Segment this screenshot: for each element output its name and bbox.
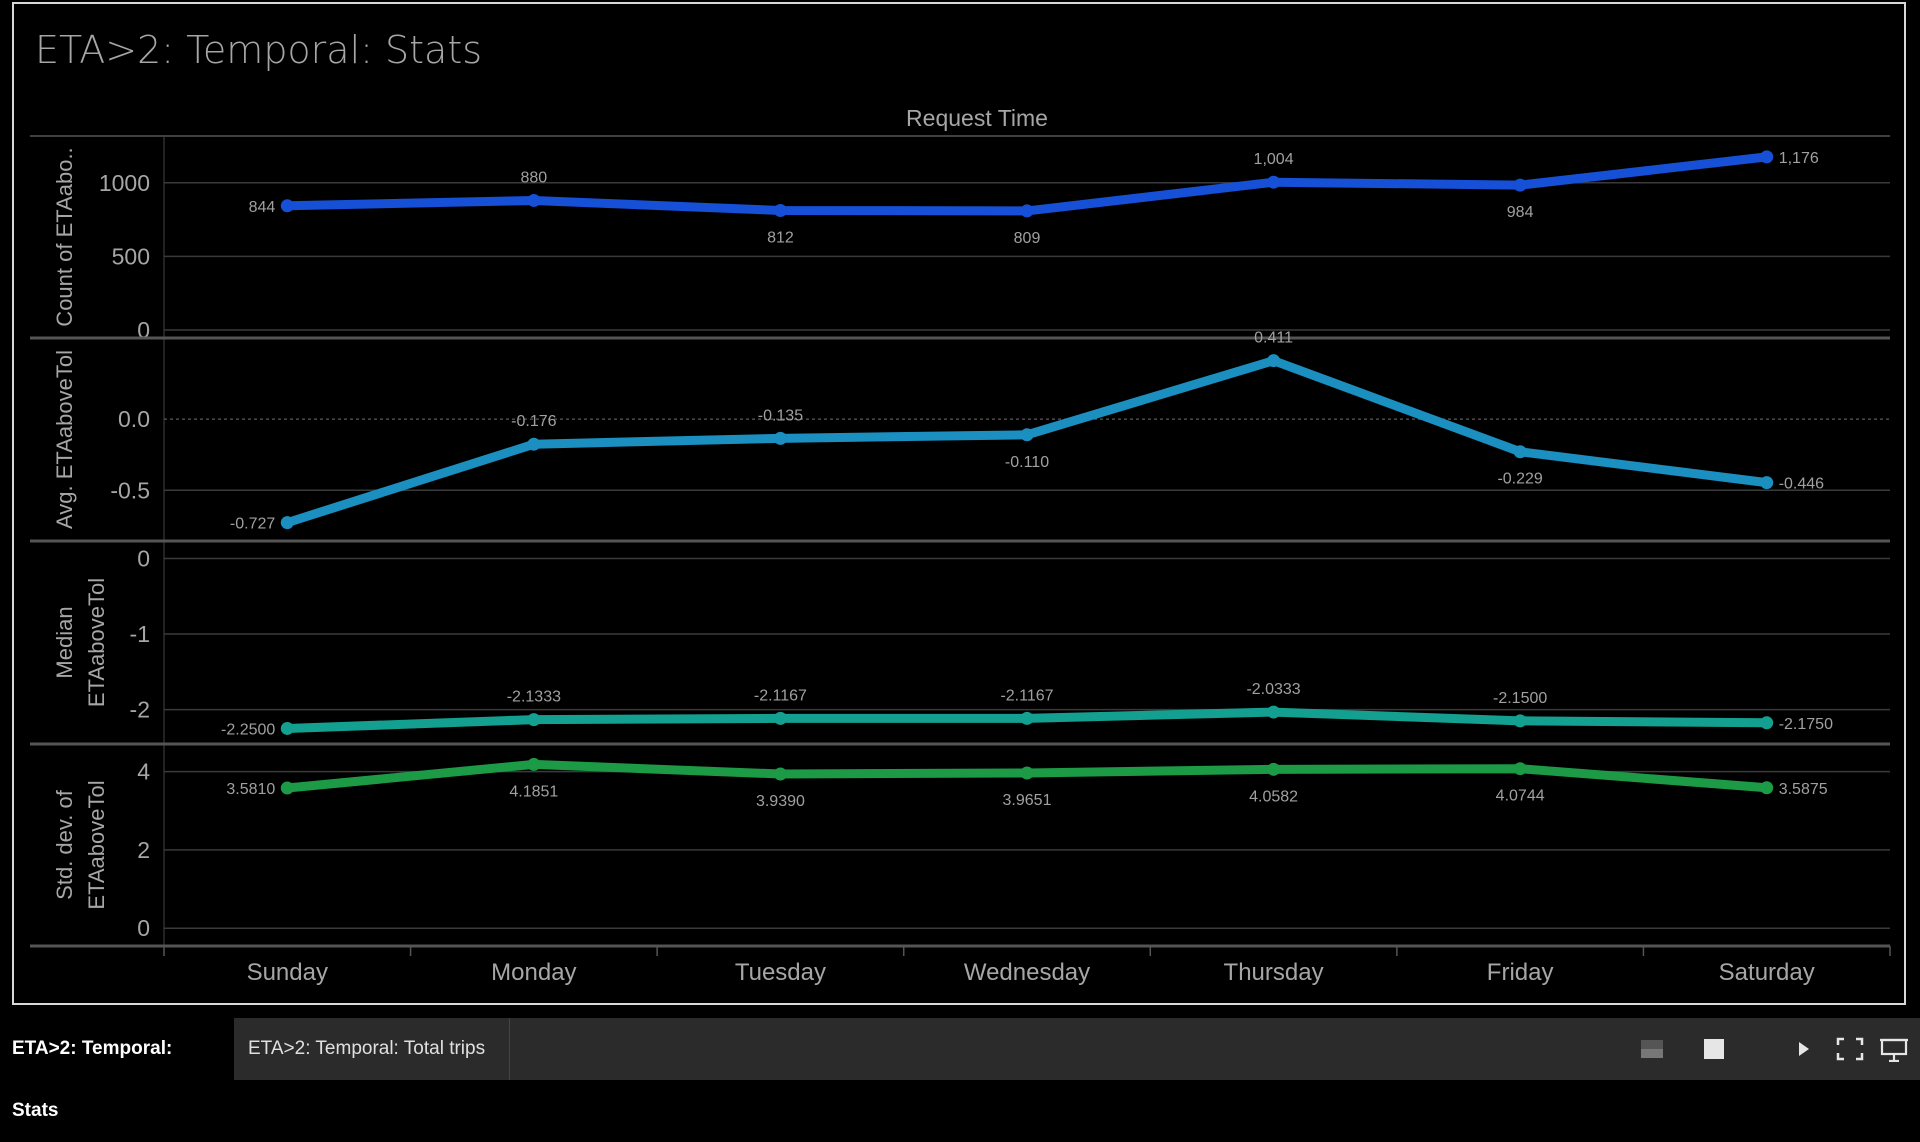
data-label: 3.5810 xyxy=(226,781,275,798)
data-label: 1,004 xyxy=(1254,151,1294,168)
series-line xyxy=(282,152,1772,216)
x-axis: Sunday Monday Tuesday Wednesday Thursday Frid… xyxy=(163,946,1891,986)
y-axis-title: ETAaboveTol xyxy=(84,780,109,909)
y-tick-label: 4 xyxy=(137,759,150,785)
y-tick-label: -2 xyxy=(130,697,150,723)
data-label: -0.446 xyxy=(1779,476,1824,493)
data-label: -0.176 xyxy=(511,413,556,430)
data-label: 0.411 xyxy=(1254,330,1293,347)
y-tick-label: 0 xyxy=(137,915,150,941)
y-axis-title: Count of ETAabo.. xyxy=(52,147,77,326)
panel-1: -0.5 0.0 Avg. ETAaboveTol -0.727 -0.176 -0.13… xyxy=(30,330,1890,543)
data-label: -0.135 xyxy=(758,407,803,424)
data-point xyxy=(1760,716,1774,730)
y-tick-label: 0.0 xyxy=(118,406,150,432)
data-label: 3.9390 xyxy=(756,793,805,810)
data-label: -2.1167 xyxy=(754,687,807,704)
y-axis-title: Median xyxy=(52,606,77,678)
data-point xyxy=(280,721,294,735)
data-point xyxy=(1513,178,1527,192)
data-label: -2.0333 xyxy=(1246,681,1300,698)
y-tick-label: 0 xyxy=(137,546,150,572)
data-label: -2.1500 xyxy=(1493,690,1547,707)
sheet-title: ETA>2: Temporal: Stats xyxy=(35,28,483,72)
stop-icon[interactable] xyxy=(1694,1018,1734,1080)
y-tick-label: -1 xyxy=(130,621,150,647)
data-label: -0.110 xyxy=(1005,454,1049,471)
tab-stats[interactable]: ETA>2: Temporal: Stats xyxy=(0,1018,234,1121)
data-point xyxy=(1760,150,1774,164)
fullscreen-icon[interactable] xyxy=(1830,1018,1870,1080)
data-label: 4.0582 xyxy=(1249,788,1298,805)
x-tick-label: Friday xyxy=(1487,959,1554,986)
dashboard-frame xyxy=(12,2,1906,1005)
data-point xyxy=(773,711,787,725)
data-point xyxy=(773,431,787,445)
data-point xyxy=(280,516,294,530)
y-axis-title: Std. dev. of xyxy=(52,789,77,900)
x-tick-label: Tuesday xyxy=(735,959,826,986)
data-point xyxy=(773,203,787,217)
data-label: 880 xyxy=(521,169,548,186)
y-tick-label: 1000 xyxy=(99,170,150,196)
data-label: 4.0744 xyxy=(1496,788,1545,805)
y-axis-title: Avg. ETAaboveTol xyxy=(52,350,77,529)
data-point xyxy=(1513,445,1527,459)
data-point xyxy=(527,437,541,451)
data-point xyxy=(1267,175,1281,189)
data-label: 1,176 xyxy=(1779,150,1819,167)
data-point xyxy=(527,757,541,771)
data-label: 4.1851 xyxy=(509,783,558,800)
data-label: -2.1167 xyxy=(1000,687,1053,704)
x-tick-label: Wednesday xyxy=(964,959,1090,986)
data-point xyxy=(773,767,787,781)
data-label: -2.2500 xyxy=(221,721,275,738)
data-point xyxy=(1267,354,1281,368)
data-point xyxy=(1020,428,1034,442)
y-tick-label: -0.5 xyxy=(110,477,150,503)
present-icon[interactable] xyxy=(1874,1018,1914,1080)
data-point xyxy=(1020,204,1034,218)
data-point xyxy=(280,199,294,213)
x-tick-label: Sunday xyxy=(247,959,328,986)
data-point xyxy=(1267,705,1281,719)
data-point xyxy=(1513,762,1527,776)
data-label: 809 xyxy=(1014,230,1041,247)
layout-icon[interactable] xyxy=(1632,1018,1672,1080)
data-label: 844 xyxy=(249,199,276,216)
x-tick-label: Thursday xyxy=(1224,959,1324,986)
data-point xyxy=(1760,781,1774,795)
data-label: -0.727 xyxy=(230,516,275,533)
series-line xyxy=(282,356,1772,528)
data-label: 984 xyxy=(1507,204,1534,221)
data-label: 812 xyxy=(767,229,794,246)
data-point xyxy=(280,781,294,795)
x-tick-label: Saturday xyxy=(1719,959,1815,986)
data-label: 3.9651 xyxy=(1003,792,1052,809)
data-point xyxy=(1513,714,1527,728)
tab-bar: ETA>2: Temporal: Stats ETA>2: Temporal: … xyxy=(0,1018,1920,1121)
chart: Request Time 0 500 1000 Count of ETAabo.. 844… xyxy=(30,105,1891,986)
chart-header: Request Time xyxy=(906,105,1048,131)
x-tick-label: Monday xyxy=(491,959,576,986)
data-point xyxy=(1020,711,1034,725)
data-label: -2.1333 xyxy=(507,689,561,706)
data-point xyxy=(1020,766,1034,780)
data-label: 3.5875 xyxy=(1779,781,1828,798)
data-point xyxy=(527,193,541,207)
panel-2: -2 -1 0 Median ETAaboveTol -2.2500 -2.1333 -2.1… xyxy=(30,546,1890,746)
y-tick-label: 500 xyxy=(112,243,150,269)
play-icon[interactable] xyxy=(1784,1018,1824,1080)
panel-3: 0 2 4 Std. dev. of ETAaboveTol 3.5810 4.1851 3.… xyxy=(30,757,1890,948)
data-point xyxy=(1267,762,1281,776)
tab-total-trips[interactable]: ETA>2: Temporal: Total trips xyxy=(234,1018,510,1080)
data-point xyxy=(1760,476,1774,490)
data-point xyxy=(527,713,541,727)
data-label: -0.229 xyxy=(1497,471,1542,488)
y-axis-title: ETAaboveTol xyxy=(84,578,109,707)
y-tick-label: 2 xyxy=(137,837,150,863)
data-label: -2.1750 xyxy=(1779,716,1833,733)
